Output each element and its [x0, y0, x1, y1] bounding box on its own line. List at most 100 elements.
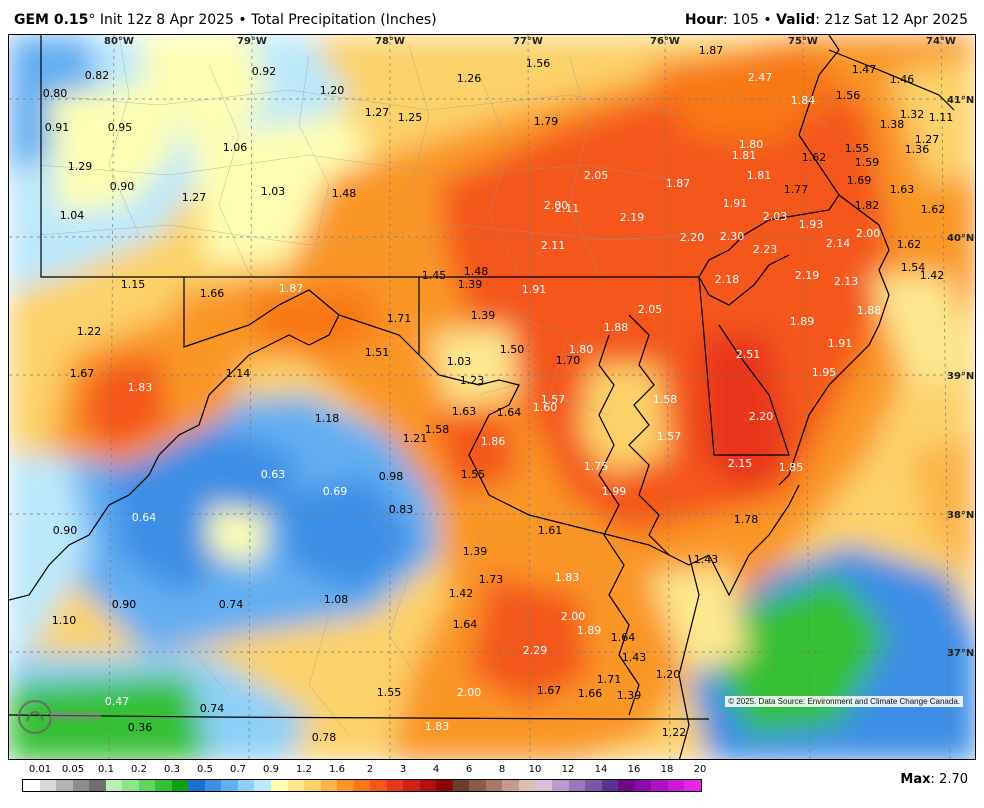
precip-value-label: 1.04	[60, 209, 85, 222]
precip-value-label: 2.15	[728, 457, 753, 470]
precip-value-label: 1.67	[70, 367, 95, 380]
precip-value-label: 1.29	[68, 160, 93, 173]
legend-color-swatch	[552, 780, 569, 791]
precip-value-label: 0.82	[85, 69, 110, 82]
precip-value-label: 1.22	[662, 726, 687, 739]
precip-value-label: 1.43	[622, 651, 647, 664]
legend-color-swatch	[221, 780, 238, 791]
precip-value-label: 1.18	[315, 412, 340, 425]
degree-symbol: °	[88, 12, 96, 28]
legend-color-swatch	[419, 780, 437, 791]
precip-value-label: 1.87	[666, 177, 691, 190]
precip-value-label: 1.51	[365, 346, 390, 359]
precip-value-label: 1.03	[447, 355, 472, 368]
precip-value-label: 2.13	[834, 275, 859, 288]
precip-value-label: 2.23	[753, 243, 778, 256]
precip-value-label: 1.56	[836, 89, 861, 102]
legend-label: 0.01	[28, 764, 52, 775]
title-separator: •	[238, 12, 247, 28]
precip-value-label: 0.74	[219, 598, 244, 611]
precip-value-label: 1.88	[857, 304, 882, 317]
legend-label: 18	[660, 764, 674, 775]
precip-value-label: 2.11	[555, 202, 580, 215]
legend-label: 1.6	[329, 764, 345, 775]
legend-color-swatch	[89, 780, 106, 791]
legend-color-swatch	[651, 780, 668, 791]
precip-value-label: 1.64	[453, 618, 478, 631]
legend-color-swatch	[23, 780, 40, 791]
precip-value-label: 1.77	[784, 183, 809, 196]
legend-label: 0.05	[61, 764, 85, 775]
precip-value-label: 0.69	[323, 485, 348, 498]
precip-value-label: 1.99	[602, 485, 627, 498]
precip-value-label: 2.19	[620, 211, 645, 224]
legend-label: 0.2	[131, 764, 147, 775]
precip-value-label: 1.91	[723, 197, 748, 210]
legend-color-swatch	[254, 780, 271, 791]
legend-color-swatch	[270, 780, 288, 791]
precip-value-label: 1.10	[52, 614, 77, 627]
legend-color-swatch	[452, 780, 470, 791]
precip-value-label: 2.03	[763, 210, 788, 223]
precip-value-label: 1.86	[481, 435, 506, 448]
legend-color-swatch	[155, 780, 172, 791]
data-source-credit: © 2025. Data Source: Environment and Cli…	[725, 696, 963, 707]
precip-value-label: 1.66	[578, 687, 603, 700]
legend-label: 0.7	[230, 764, 246, 775]
legend-color-swatch	[667, 780, 685, 791]
precip-value-label: 1.27	[915, 133, 940, 146]
precip-value-label: 1.14	[226, 367, 251, 380]
legend-label: 16	[627, 764, 641, 775]
precip-value-label: 2.18	[715, 273, 740, 286]
valid-value: : 21z Sat 12 Apr 2025	[815, 12, 968, 28]
legend-color-swatch	[634, 780, 652, 791]
legend-color-swatch	[684, 780, 701, 791]
precip-value-label: 1.71	[387, 312, 412, 325]
precip-value-label: 1.62	[897, 238, 922, 251]
legend-color-swatch	[171, 780, 189, 791]
legend-color-swatch	[469, 780, 486, 791]
precip-value-label: 0.95	[108, 121, 133, 134]
init-time: Init 12z 8 Apr 2025	[99, 12, 234, 28]
precip-value-label: 1.21	[403, 432, 428, 445]
legend-label: 12	[561, 764, 575, 775]
lon-79w: 79°W	[237, 36, 267, 47]
hour-value: : 105	[723, 12, 759, 28]
precip-value-label: 1.81	[747, 169, 772, 182]
precip-value-label: 1.82	[855, 199, 880, 212]
legend-color-swatch	[485, 780, 503, 791]
legend-color-swatch	[353, 780, 371, 791]
map-canvas: 80°W 79°W 78°W 77°W 76°W 75°W 74°W 41°N …	[9, 35, 975, 759]
precip-value-label: 0.92	[252, 65, 277, 78]
precipitation-map[interactable]: 80°W 79°W 78°W 77°W 76°W 75°W 74°W 41°N …	[8, 34, 976, 760]
product-name: Total Precipitation (Inches)	[251, 12, 437, 28]
precip-value-label: 1.81	[732, 149, 757, 162]
map-header: GEM 0.15° Init 12z 8 Apr 2025 • Total Pr…	[0, 0, 984, 34]
precip-value-label: 0.90	[53, 524, 78, 537]
precip-value-label: 2.00	[561, 610, 586, 623]
legend-color-swatch	[535, 780, 552, 791]
legend-label: 10	[528, 764, 542, 775]
precip-value-label: 1.39	[463, 545, 488, 558]
precip-value-label: 1.47	[852, 63, 877, 76]
legend-color-swatch	[502, 780, 519, 791]
precip-value-label: 0.74	[200, 702, 225, 715]
legend-color-swatch	[39, 780, 57, 791]
precip-value-label: 2.20	[680, 231, 705, 244]
legend-color-swatch	[287, 780, 305, 791]
precip-value-label: 1.87	[279, 282, 304, 295]
precip-value-label: 1.26	[457, 72, 482, 85]
precip-value-label: 1.11	[929, 111, 954, 124]
legend-color-swatch	[403, 780, 420, 791]
precip-value-label: 0.80	[43, 87, 68, 100]
max-value-readout: Max: 2.70	[900, 772, 968, 787]
precip-value-label: 1.27	[365, 106, 390, 119]
precip-value-label: 1.78	[734, 513, 759, 526]
precip-value-label: 1.60	[533, 401, 558, 414]
precip-value-label: 0.90	[110, 180, 135, 193]
precip-value-label: 1.57	[541, 393, 566, 406]
legend-color-swatch	[518, 780, 536, 791]
legend-label: 0.3	[164, 764, 180, 775]
precip-value-label: 1.36	[905, 143, 930, 156]
precip-value-label: 1.93	[799, 218, 824, 231]
